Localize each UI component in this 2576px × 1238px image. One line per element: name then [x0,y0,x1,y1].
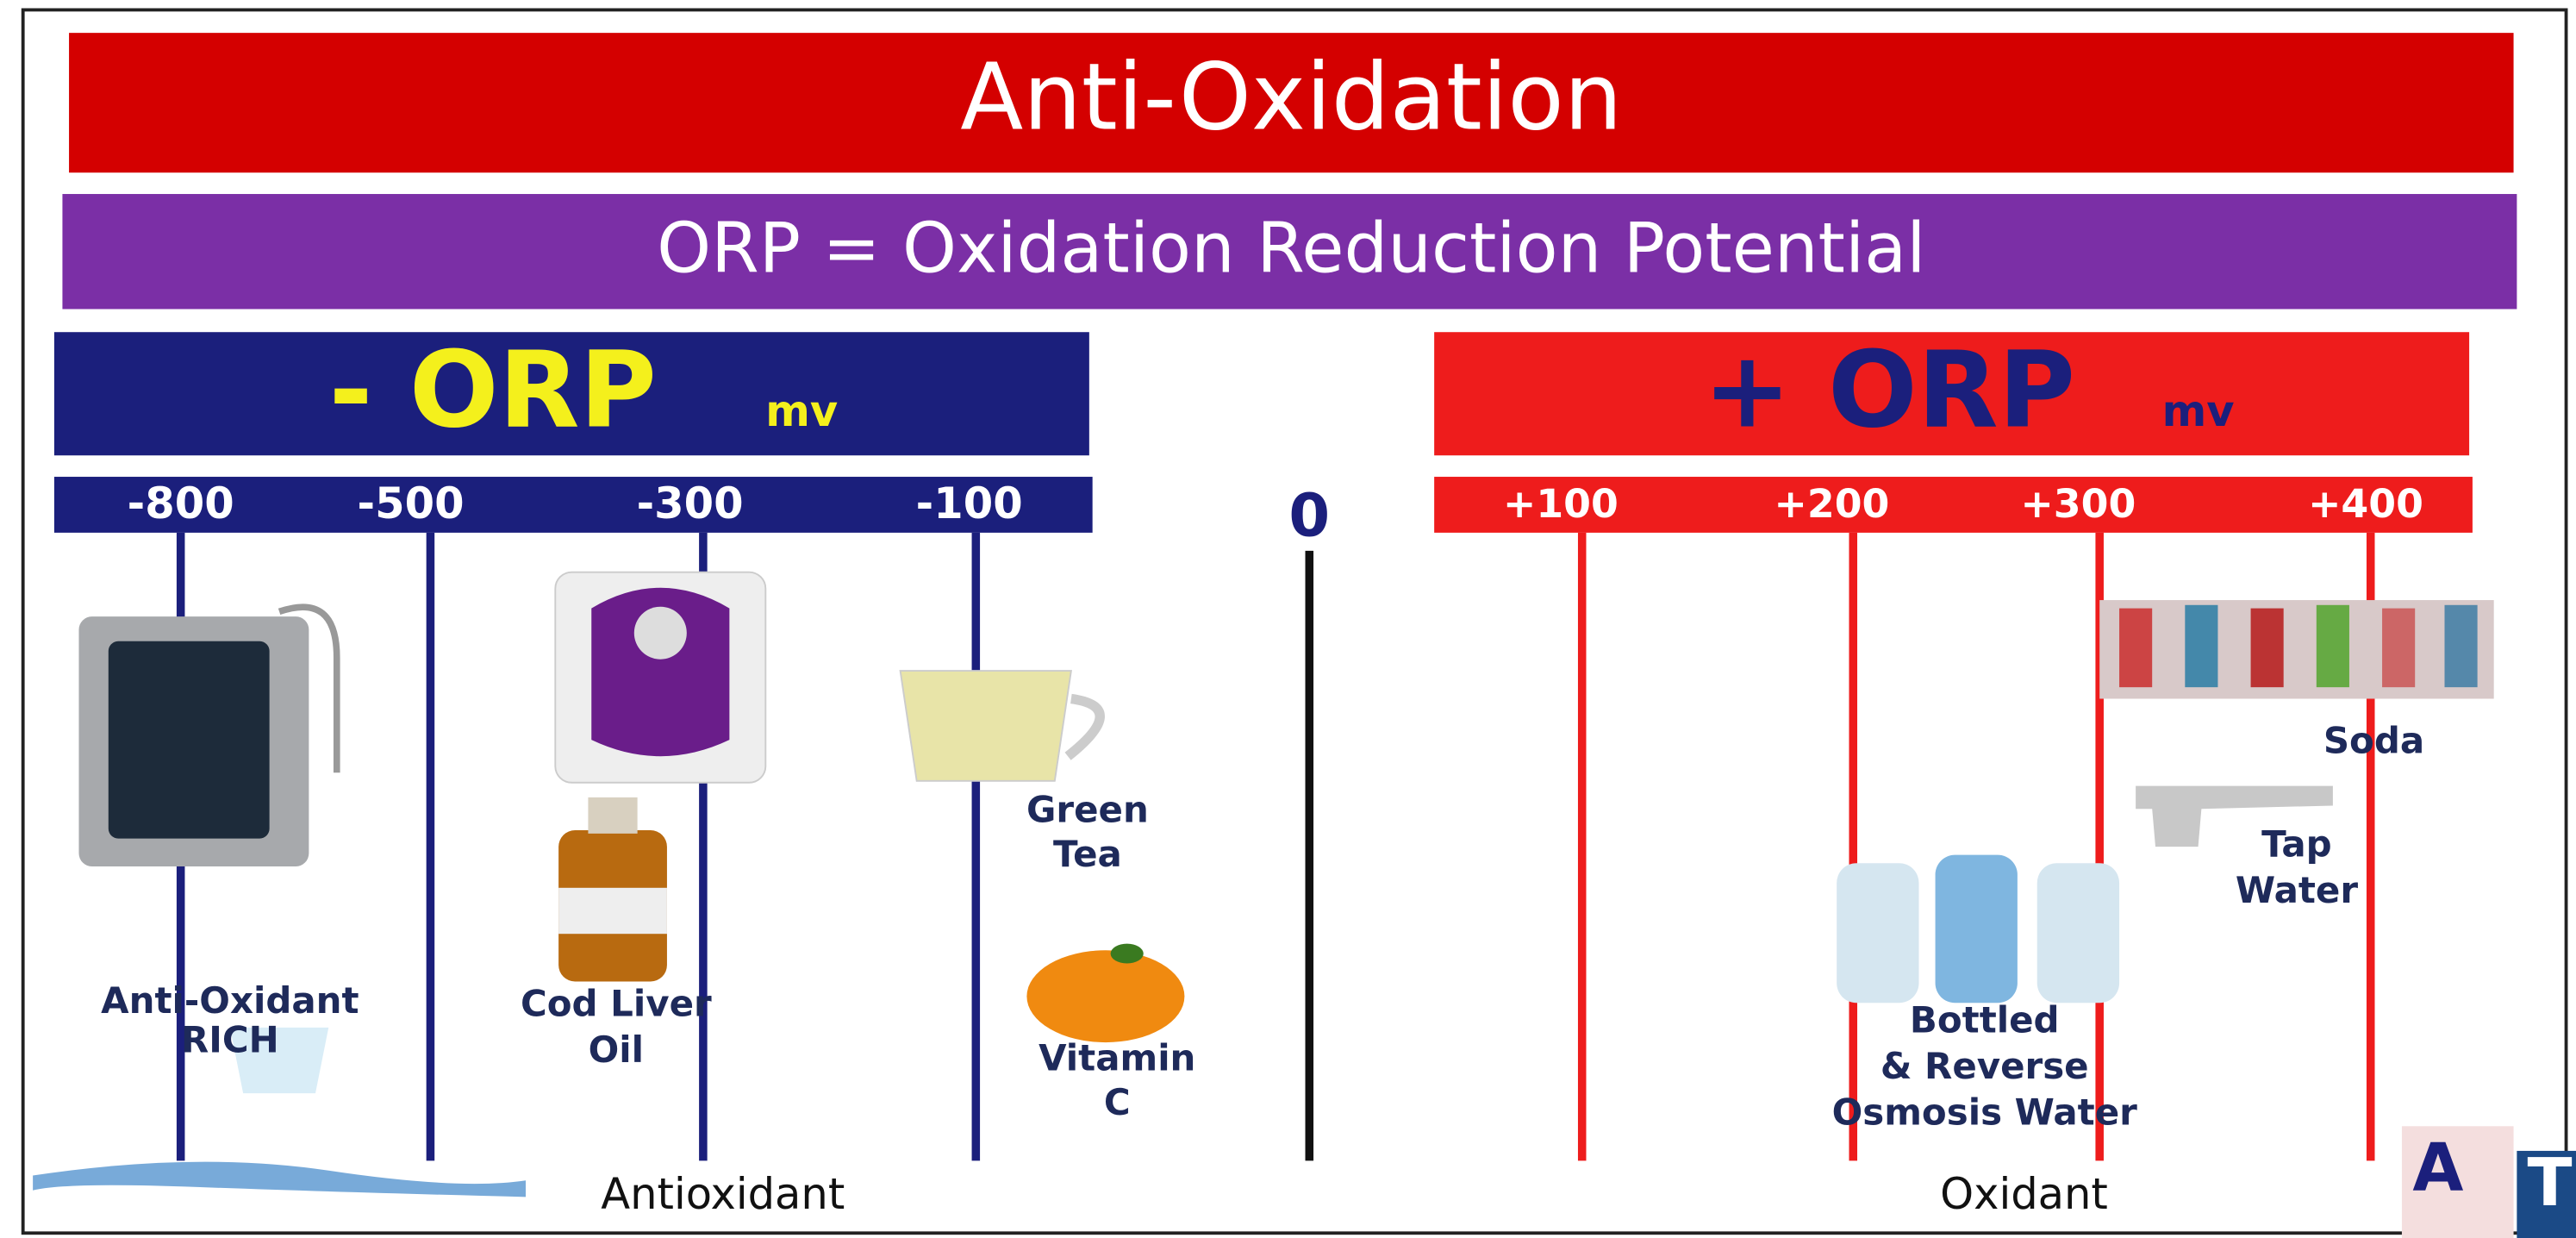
soda-cans [2099,600,2494,698]
water-bottles [1837,855,2119,1004]
item-label: Anti-Oxidant [101,979,359,1022]
footer-right: Oxidant [1940,1169,2108,1219]
footer-left: Antioxidant [601,1169,845,1219]
item-label: Tap [2261,823,2332,866]
ionizer-device [79,607,337,866]
positive-label: + ORP [1703,329,2075,452]
water-purifier [555,572,765,783]
item-label: Green [1026,789,1149,831]
scale-label: -300 [637,478,744,528]
scale-label: +300 [2020,481,2136,527]
item-label: Soda [2323,719,2424,761]
item-label: Cod Liver [521,983,712,1025]
scale-label: +400 [2308,481,2423,527]
positive-unit: mv [2162,386,2235,436]
logo-right: T [2527,1144,2572,1221]
title: Anti-Oxidation [960,44,1622,151]
subtitle: ORP = Oxidation Reduction Potential [657,209,1925,289]
scale-label: +100 [1503,481,1619,527]
item-label: C [1104,1081,1131,1123]
item-label: Vitamin [1039,1037,1195,1079]
scale-label: -100 [916,478,1023,528]
item-label: Bottled [1910,999,2060,1041]
scale-label: -500 [358,478,465,528]
item-label: & Reverse [1881,1045,2089,1087]
item-label: Tea [1053,833,1122,875]
item-label: Water [2236,869,2359,911]
scale-label: -800 [128,478,234,528]
zero-label: 0 [1288,482,1330,551]
infographic: Anti-Oxidation ORP = Oxidation Reduction… [0,0,2576,1238]
logo-left: A [2412,1129,2463,1206]
scale-label: +200 [1775,481,1890,527]
item-label: Oil [589,1029,644,1071]
negative-unit: mv [765,386,838,436]
item-label: RICH [181,1019,279,1061]
negative-label: - ORP [329,329,657,452]
page: Anti-Oxidation ORP = Oxidation Reduction… [0,0,2576,1238]
item-label: Osmosis Water [1832,1091,2138,1133]
